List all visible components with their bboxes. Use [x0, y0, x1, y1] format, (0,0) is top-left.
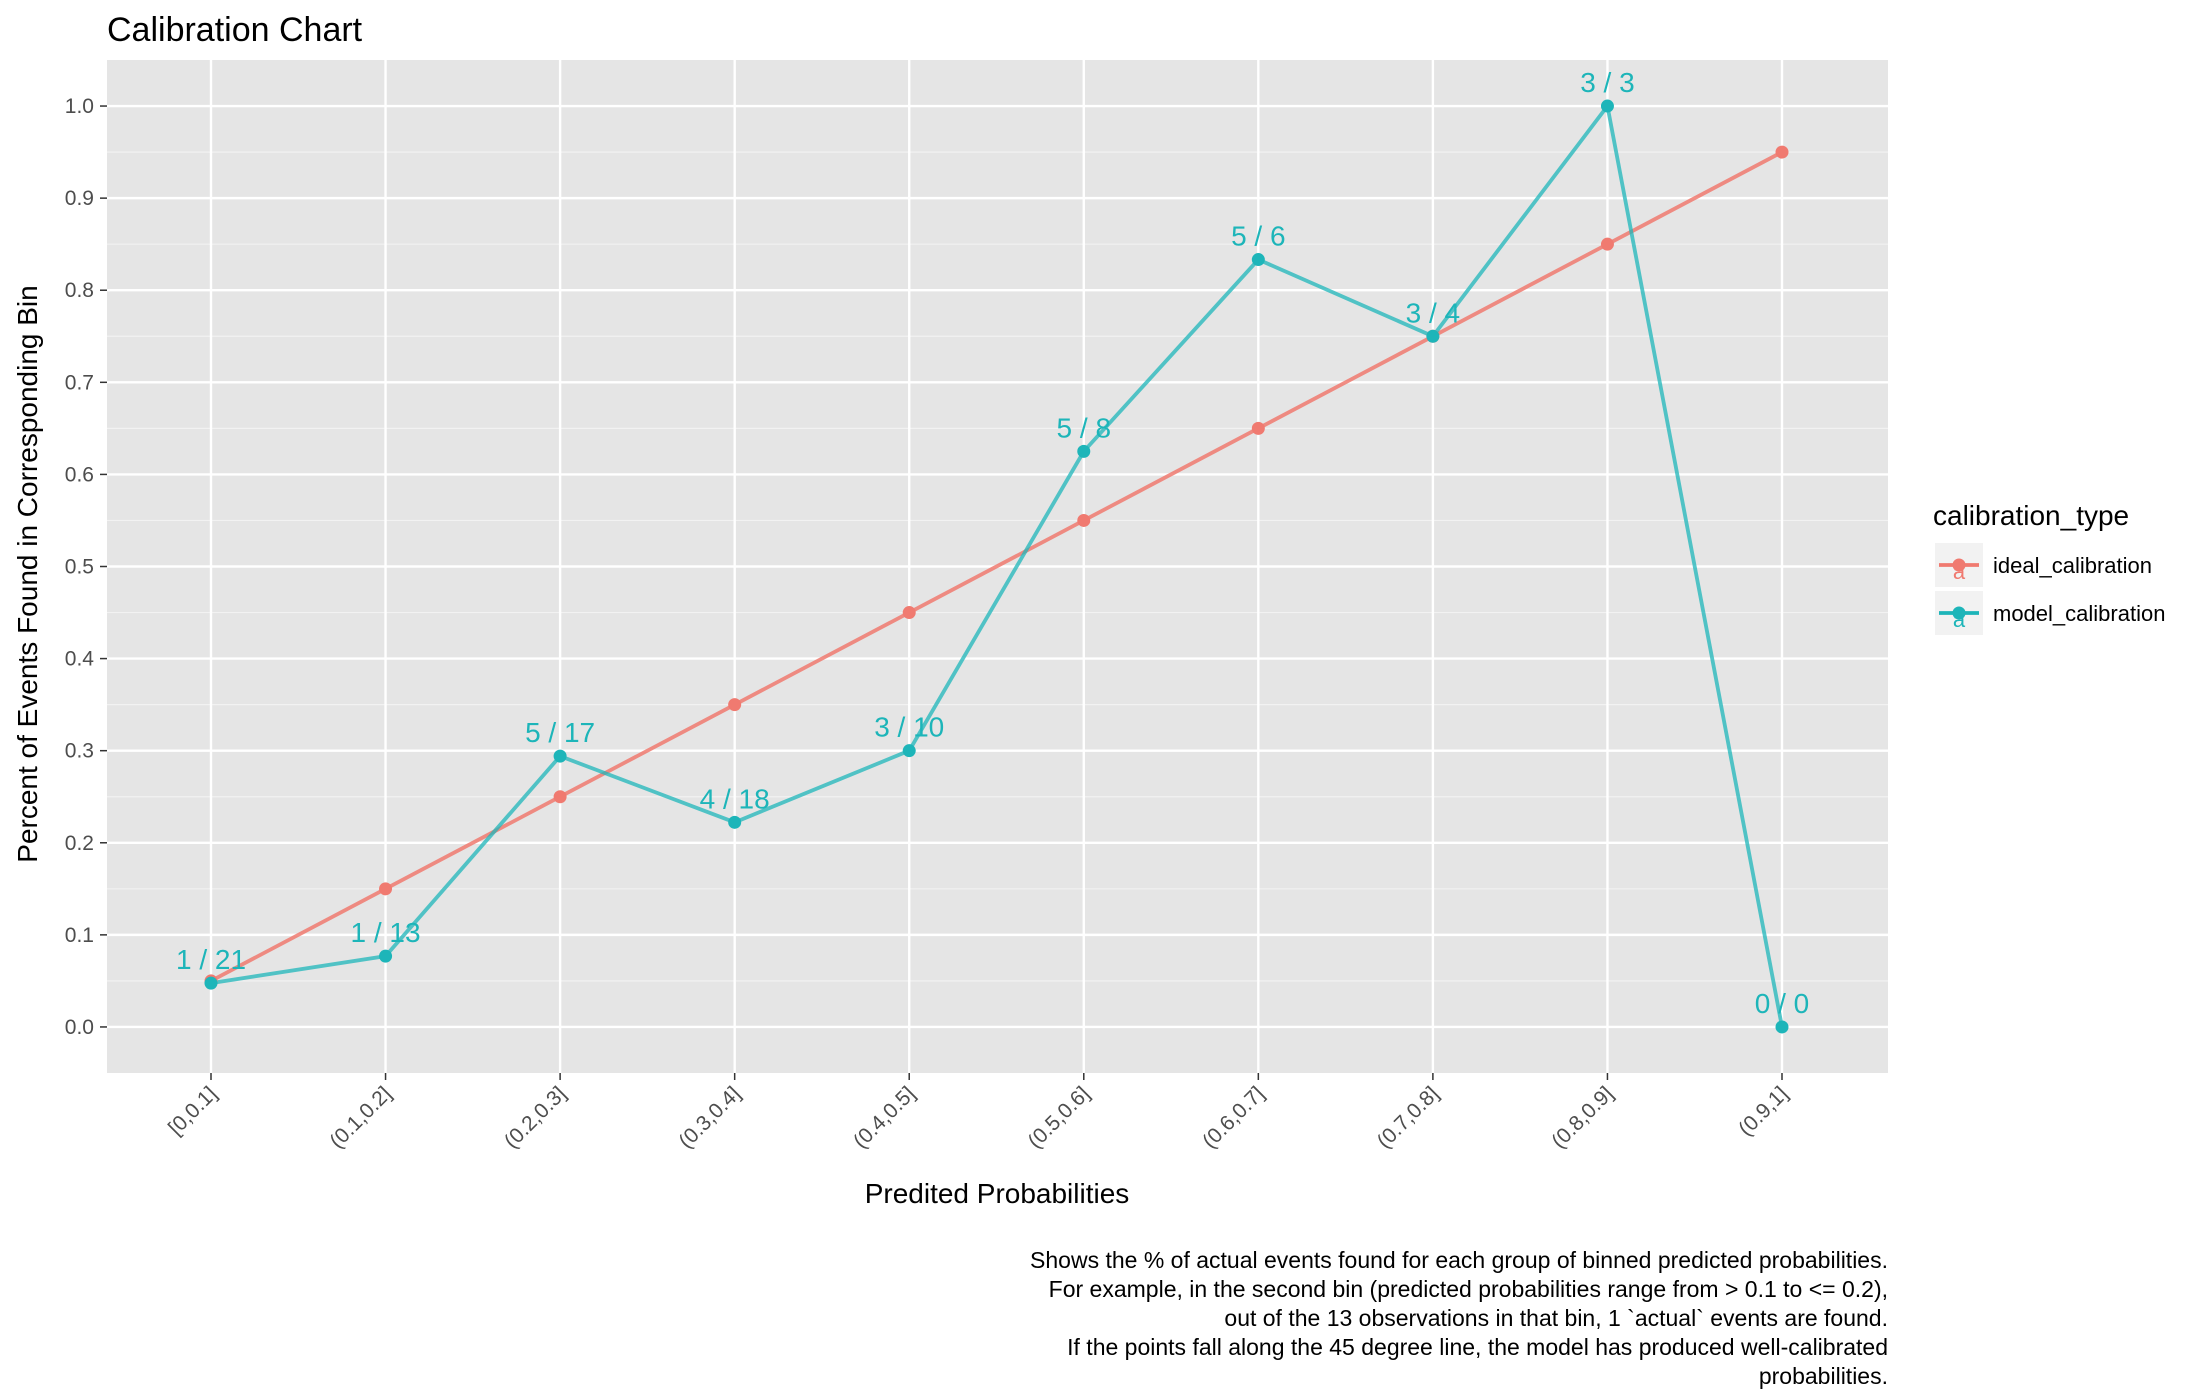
caption-line: For example, in the second bin (predicte…: [1049, 1276, 1888, 1302]
y-tick-label: 0.3: [65, 740, 94, 763]
y-tick-label: 0.0: [65, 1016, 94, 1039]
x-tick-label: (0.5,0.6]: [1024, 1082, 1095, 1153]
y-tick-label: 0.2: [65, 832, 94, 855]
x-tick-label: (0.2,0.3]: [500, 1082, 571, 1153]
data-point-model_calibration: [379, 949, 393, 963]
series-line-ideal_calibration: [210, 150, 1783, 983]
x-tick-label: (0.8,0.9]: [1547, 1082, 1618, 1153]
series-points: [204, 99, 1789, 1034]
y-tick-label: 0.9: [65, 187, 94, 210]
y-tick-label: 0.7: [65, 371, 94, 394]
caption-line: probabilities.: [1759, 1363, 1888, 1389]
y-axis-title: Percent of Events Found in Corresponding…: [12, 285, 43, 862]
series-line-model_calibration: [210, 104, 1784, 1028]
point-label: 4 / 18: [700, 783, 770, 814]
point-label: 5 / 17: [525, 717, 595, 748]
data-point-model_calibration: [1426, 329, 1440, 343]
data-point-model_calibration: [204, 976, 218, 990]
data-point-ideal_calibration: [1251, 421, 1265, 435]
x-tick-label: (0.7,0.8]: [1373, 1082, 1444, 1153]
x-tick-label: (0.6,0.7]: [1198, 1082, 1269, 1153]
point-label: 1 / 13: [351, 917, 421, 948]
data-point-model_calibration: [1775, 1020, 1789, 1034]
y-tick-label: 0.1: [65, 924, 94, 947]
data-point-model_calibration: [553, 749, 567, 763]
caption-line: Shows the % of actual events found for e…: [1030, 1247, 1888, 1273]
x-axis: [0,0.1] (0.1,0.2] (0.2,0.3] (0.3,0.4] (0.4,0…: [164, 1073, 1793, 1153]
point-label: 5 / 8: [1057, 412, 1111, 443]
data-point-model_calibration: [728, 815, 742, 829]
data-point-ideal_calibration: [902, 606, 916, 620]
y-tick-label: 0.8: [65, 279, 94, 302]
x-tick-label: (0.4,0.5]: [849, 1082, 920, 1153]
x-tick-label: (0.1,0.2]: [325, 1082, 396, 1153]
data-point-ideal_calibration: [728, 698, 742, 712]
caption: Shows the % of actual events found for e…: [1030, 1247, 1888, 1389]
legend-title: calibration_type: [1933, 500, 2129, 531]
point-label: 1 / 21: [176, 944, 246, 975]
data-point-ideal_calibration: [1077, 513, 1091, 527]
legend-label: model_calibration: [1993, 601, 2165, 626]
legend-label: ideal_calibration: [1993, 553, 2152, 578]
caption-line: out of the 13 observations in that bin, …: [1224, 1305, 1888, 1331]
legend-key-glyph: a: [1953, 559, 1966, 584]
chart-title: Calibration Chart: [107, 11, 363, 49]
data-point-ideal_calibration: [1600, 237, 1614, 251]
point-labels: 1 / 21 1 / 13 5 / 17 4 / 18 3 / 10 5 / 8 5 / 6…: [176, 67, 1809, 1019]
y-tick-label: 0.6: [65, 463, 94, 486]
x-tick-label: (0.9,1]: [1734, 1082, 1792, 1140]
point-label: 5 / 6: [1231, 221, 1285, 252]
legend-key-glyph: a: [1953, 607, 1966, 632]
y-axis: 0.0 0.1 0.2 0.3 0.4 0.5 0.6 0.7 0.8 0.9 1.0: [65, 95, 107, 1039]
data-point-model_calibration: [1600, 99, 1614, 113]
data-point-model_calibration: [1251, 253, 1265, 267]
data-point-model_calibration: [1077, 444, 1091, 458]
point-label: 3 / 10: [874, 712, 944, 743]
data-point-ideal_calibration: [1775, 145, 1789, 159]
point-label: 3 / 3: [1580, 67, 1634, 98]
series-lines: [210, 104, 1784, 1028]
x-axis-title: Predited Probabilities: [865, 1178, 1130, 1209]
major-gridlines: [107, 60, 1888, 1073]
data-point-ideal_calibration: [379, 882, 393, 896]
data-point-model_calibration: [902, 744, 916, 758]
legend-key-point: [1952, 606, 1966, 620]
legend-key-point: [1952, 558, 1966, 572]
y-tick-label: 1.0: [65, 95, 94, 118]
y-tick-label: 0.4: [65, 648, 95, 671]
point-label: 0 / 0: [1755, 988, 1809, 1019]
x-tick-label: [0,0.1]: [164, 1082, 222, 1140]
x-tick-label: (0.3,0.4]: [674, 1082, 745, 1153]
caption-line: If the points fall along the 45 degree l…: [1067, 1334, 1888, 1360]
minor-gridlines: [107, 151, 1888, 982]
point-label: 3 / 4: [1406, 297, 1460, 328]
data-point-ideal_calibration: [553, 790, 567, 804]
y-tick-label: 0.5: [65, 556, 94, 579]
